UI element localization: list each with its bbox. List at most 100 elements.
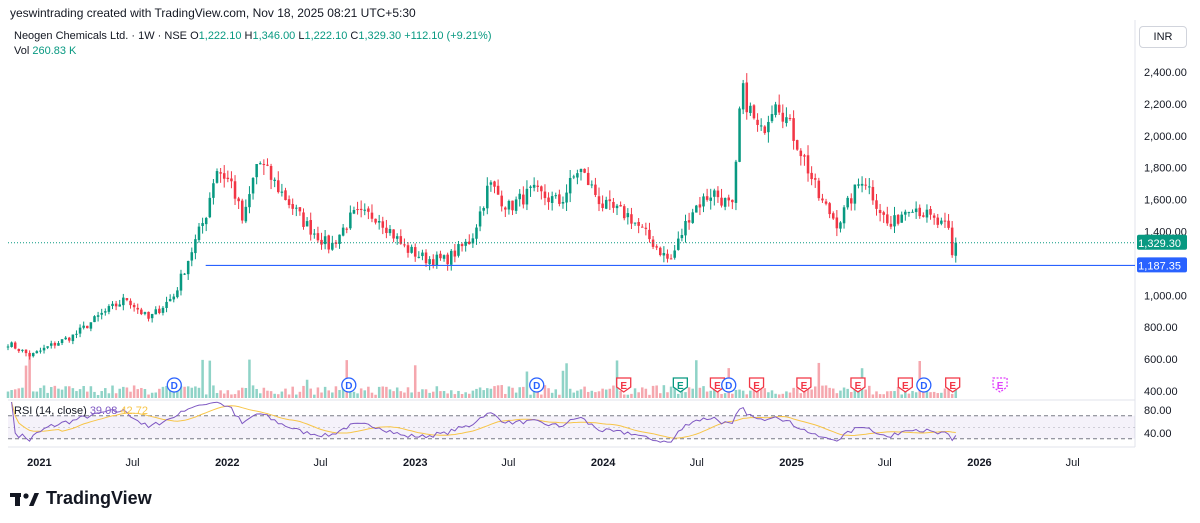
volume-bar: [31, 391, 35, 398]
candle-body: [774, 104, 777, 116]
volume-bar: [950, 393, 954, 398]
volume-bar: [947, 385, 950, 398]
volume-bar: [799, 393, 803, 398]
earnings-marker[interactable]: E: [992, 377, 1008, 393]
candle-body: [532, 184, 536, 188]
earnings-marker[interactable]: E: [897, 377, 913, 393]
dividend-marker[interactable]: D: [721, 377, 737, 393]
volume-bar: [230, 394, 233, 398]
volume-bar: [186, 386, 190, 398]
candle-body: [143, 312, 147, 314]
candle-body: [734, 161, 738, 203]
earnings-marker[interactable]: E: [709, 377, 726, 393]
volume-bar: [327, 390, 330, 398]
earnings-marker[interactable]: E: [748, 377, 765, 393]
dividend-marker[interactable]: D: [916, 377, 932, 393]
volume-bar: [323, 386, 327, 398]
candle-body: [868, 186, 871, 188]
dividend-marker[interactable]: D: [341, 377, 357, 393]
currency-button[interactable]: INR: [1139, 26, 1187, 48]
candle-body: [363, 209, 367, 211]
candle-body: [788, 118, 792, 120]
candle-body: [597, 196, 601, 205]
dividend-marker[interactable]: D: [529, 377, 545, 393]
volume-bar: [601, 388, 604, 398]
volume-bar: [810, 389, 813, 398]
volume-bar: [114, 393, 118, 398]
candle-body: [424, 252, 428, 264]
candle-body: [514, 199, 518, 211]
volume-bar: [493, 386, 496, 398]
volume-bar: [839, 390, 842, 398]
candle-body: [186, 260, 190, 275]
volume-bar: [579, 389, 583, 398]
volume-bar: [449, 390, 453, 398]
candle-body: [226, 177, 230, 180]
volume-bar: [734, 389, 738, 398]
volume-bar: [583, 386, 586, 398]
earnings-marker[interactable]: E: [616, 377, 632, 393]
volume-bar: [893, 391, 896, 398]
candle-body: [835, 217, 839, 229]
candle-body: [323, 236, 327, 245]
svg-text:D: D: [171, 381, 178, 392]
volume-bar: [421, 389, 424, 398]
earnings-marker[interactable]: E: [672, 377, 688, 393]
earnings-marker[interactable]: E: [945, 377, 961, 393]
symbol-name[interactable]: Neogen Chemicals Ltd. · 1W · NSE: [14, 30, 188, 42]
candle-body: [911, 211, 914, 213]
volume-bar: [842, 387, 846, 398]
earnings-marker[interactable]: E: [796, 377, 812, 393]
volume-bar: [395, 387, 399, 398]
price-axis-tick: 1,600.00: [1144, 195, 1187, 207]
candle-body: [723, 198, 727, 207]
candle-body: [568, 177, 572, 194]
volume-bar: [201, 359, 204, 398]
volume-bar: [871, 394, 875, 398]
volume-bar: [21, 387, 24, 398]
volume-bar: [75, 391, 78, 398]
volume-bar: [489, 388, 493, 398]
tradingview-logo[interactable]: TradingView: [10, 488, 152, 509]
volume-bar: [107, 393, 111, 398]
volume-bar: [831, 388, 835, 398]
candle-body: [305, 221, 309, 227]
volume-bar: [320, 392, 323, 398]
candle-body: [100, 312, 103, 315]
candle-body: [96, 315, 100, 317]
volume-bar: [442, 391, 446, 398]
volume-bar: [720, 393, 723, 398]
earnings-marker[interactable]: E: [850, 377, 866, 393]
volume-bar: [179, 385, 183, 398]
symbol-legend[interactable]: Neogen Chemicals Ltd. · 1W · NSE O1,222.…: [14, 30, 491, 42]
candle-body: [421, 252, 424, 257]
price-axis-tick: 2,200.00: [1144, 99, 1187, 111]
volume-bar: [428, 392, 431, 398]
candle-body: [792, 118, 795, 141]
candle-body: [327, 235, 330, 250]
volume-bar: [374, 394, 377, 398]
volume-legend[interactable]: Vol 260.83 K: [14, 45, 76, 57]
volume-bar: [817, 362, 821, 398]
dividend-marker[interactable]: D: [166, 377, 182, 393]
rsi-legend[interactable]: RSI (14, close) 39.08 42.72: [14, 405, 148, 417]
candle-body: [374, 218, 377, 223]
candle-body: [799, 150, 803, 157]
volume-bar: [529, 394, 532, 398]
candle-body: [846, 197, 849, 208]
volume-bar: [309, 388, 312, 398]
volume-bar: [864, 389, 867, 398]
volume-bar: [370, 392, 374, 398]
volume-bar: [233, 394, 237, 398]
volume-bar: [806, 389, 810, 398]
volume-bar: [413, 365, 417, 398]
time-axis-tick: 2025: [779, 457, 803, 469]
candle-body: [489, 182, 493, 185]
volume-bar: [302, 385, 305, 398]
candle-body: [457, 244, 460, 256]
volume-bar: [219, 390, 222, 398]
candle-body: [644, 227, 648, 229]
candle-body: [129, 300, 132, 306]
candle-body: [140, 309, 143, 315]
